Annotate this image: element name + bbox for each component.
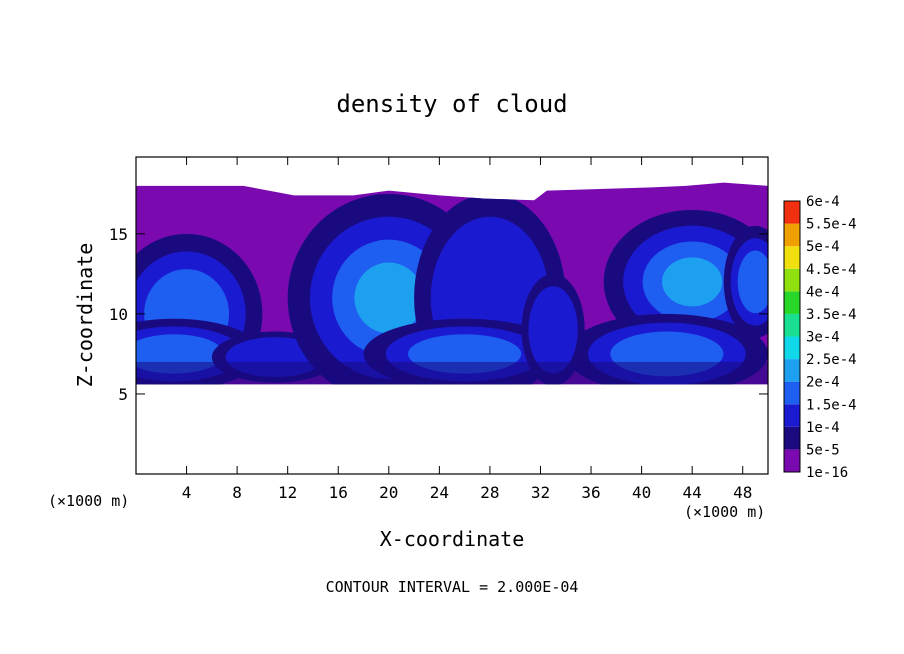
x-tick-label: 20 [379,483,398,502]
plot-frame [135,156,769,475]
x-tick-label: 36 [581,483,600,502]
chart-title: density of cloud [336,90,567,118]
y-tick-label: 10 [109,305,128,324]
x-tick-label: 48 [733,483,752,502]
y-tick-label: 15 [109,225,128,244]
x-tick-label: 44 [683,483,702,502]
plot-area [135,156,769,475]
x-axis-label: X-coordinate [380,527,525,551]
colorbar-label: 5.5e-4 [806,217,857,233]
colorbar-swatch [784,201,800,224]
y-tick-label: 5 [118,385,128,404]
y-axis-label: Z-coordinate [73,243,97,388]
x-tick-label: 24 [430,483,449,502]
density-field [136,182,768,385]
density-contour-region [662,257,723,307]
colorbar-swatch [784,291,800,314]
x-tick-label: 4 [182,483,192,502]
colorbar-frame [783,200,801,473]
density-contour-region [136,361,768,385]
colorbar-label: 2.5e-4 [806,352,857,368]
x-tick-label: 8 [232,483,242,502]
colorbar-swatch [784,359,800,382]
colorbar-label: 1.5e-4 [806,397,857,413]
colorbar-label: 6e-4 [806,194,840,210]
density-contour-region [528,286,578,374]
x-tick-label: 32 [531,483,550,502]
y-axis-ticks: 5 10 15 [109,225,768,404]
x-tick-label: 28 [480,483,499,502]
x-unit-label: (×1000 m) [684,503,765,521]
x-tick-label: 16 [329,483,348,502]
colorbar-label: 3e-4 [806,330,840,346]
colorbar-swatch [784,268,800,292]
colorbar-label: 5e-4 [806,239,840,255]
colorbar-swatch [784,246,800,269]
y-unit-label: (×1000 m) [48,492,129,510]
colorbar-swatch [784,336,800,360]
colorbar-label: 4.5e-4 [806,262,857,278]
colorbar-swatch [784,426,800,450]
density-contour-region [737,250,768,314]
colorbar-label: 5e-5 [806,442,840,458]
colorbar-swatch [784,313,800,337]
x-tick-label: 40 [632,483,651,502]
density-contour-region [354,262,424,334]
colorbar-swatch [784,404,800,427]
colorbar-swatch [784,449,800,472]
colorbar-label: 1e-16 [806,465,848,481]
x-tick-label: 12 [278,483,297,502]
colorbar-label: 3.5e-4 [806,307,857,323]
x-axis-ticks: 4 8 12 16 20 24 28 32 36 40 44 48 [182,157,752,502]
colorbar: 1e-16 5e-5 1e-4 1.5e-4 2e-4 2.5e-4 3e-4 3.5e-4 4… [783,194,857,481]
colorbar-label: 4e-4 [806,284,840,300]
colorbar-swatch [784,381,800,405]
contour-interval-footer: CONTOUR INTERVAL = 2.000E-04 [326,578,579,596]
colorbar-label: 1e-4 [806,420,840,436]
colorbar-label: 2e-4 [806,375,840,391]
colorbar-swatch [784,223,800,247]
